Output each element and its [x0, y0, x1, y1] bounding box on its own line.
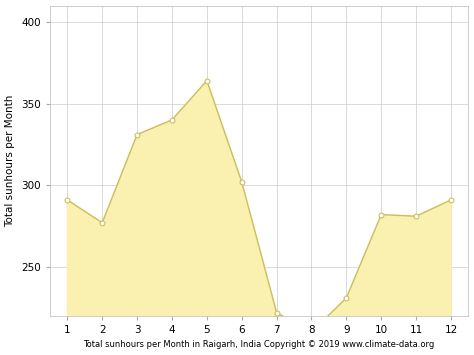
Y-axis label: Total sunhours per Month: Total sunhours per Month	[6, 94, 16, 227]
X-axis label: Total sunhours per Month in Raigarh, India Copyright © 2019 www.climate-data.org: Total sunhours per Month in Raigarh, Ind…	[83, 340, 435, 349]
